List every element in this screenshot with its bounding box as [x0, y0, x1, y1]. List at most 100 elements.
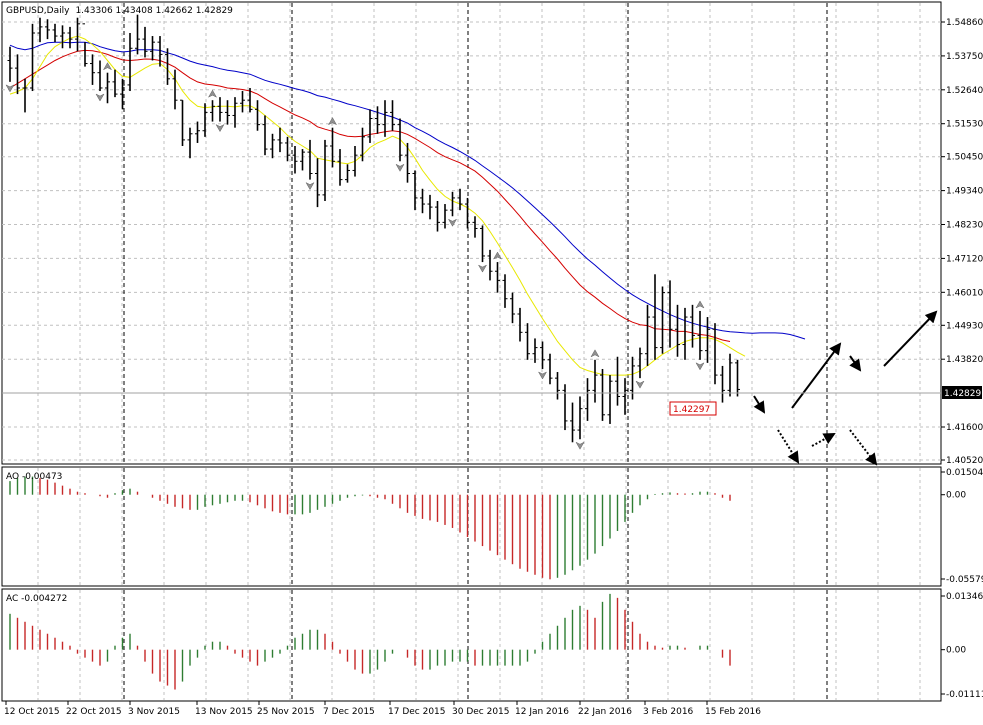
ohlc-bar [240, 91, 245, 113]
ao-title: AO -0.00473 [6, 472, 62, 482]
ohlc-bar [255, 100, 260, 131]
ao-separators [37, 468, 921, 585]
ohlc-bar [352, 146, 358, 177]
ohlc-bar [660, 286, 665, 354]
time-tick-label: 3 Feb 2016 [643, 707, 694, 717]
time-tick-label: 22 Oct 2015 [66, 707, 122, 717]
ohlc-bar [600, 368, 605, 421]
fractal-down-marker [95, 93, 105, 102]
ohlc-bar [157, 36, 163, 67]
forecast-arrow-up-2 [883, 310, 938, 367]
fractal-down-marker [215, 123, 225, 133]
ao-tick-label: 0.00 [946, 491, 966, 501]
ohlc-bar [690, 304, 695, 348]
ohlc-bar [547, 353, 553, 385]
ohlc-bar [705, 317, 710, 363]
time-tick-label: 12 Jan 2016 [515, 707, 569, 717]
ohlc-bar [442, 204, 448, 229]
time-tick-label: 22 Jan 2016 [578, 707, 632, 717]
price-tick-label: 1.43820 [946, 355, 983, 365]
ac-title: AC -0.004272 [6, 594, 67, 604]
ohlc-bar [112, 69, 118, 98]
price-tick-label: 1.51530 [946, 120, 983, 130]
ohlc-bar [150, 36, 155, 61]
fractal-down-marker [477, 264, 488, 273]
price-tick-label: 1.49340 [946, 187, 983, 197]
ohlc-bar [120, 78, 125, 110]
ac-tick-label: -0.011119 [946, 690, 983, 700]
ohlc-bar [105, 72, 110, 104]
forecast-arrow-up-1 [791, 342, 842, 409]
ohlc-bar [202, 103, 208, 137]
time-tick-label: 3 Nov 2015 [128, 707, 180, 717]
ohlc-bar [337, 149, 343, 186]
ao-panel-frame [1, 466, 942, 587]
ohlc-bar [247, 87, 253, 113]
ohlc-bar [30, 23, 35, 92]
ohlc-bar [360, 127, 365, 162]
ohlc-bar [292, 146, 298, 174]
ohlc-bar [645, 304, 650, 366]
ohlc-bar [667, 280, 673, 348]
ohlc-bar [330, 127, 335, 168]
ohlc-bar [540, 341, 545, 369]
ohlc-bar [517, 307, 523, 342]
forecast-arrows [753, 310, 938, 466]
ac-histogram [9, 593, 731, 690]
ohlc-bar [60, 25, 65, 49]
ohlc-bar [217, 97, 223, 122]
time-tick-label: 17 Dec 2015 [388, 707, 446, 717]
ohlc-bar [562, 384, 568, 431]
ohlc-bar [577, 396, 583, 440]
ohlc-bar [480, 225, 485, 263]
price-tick-label: 1.48230 [946, 221, 983, 231]
ohlc-bar [382, 100, 388, 137]
fractal-up-marker [590, 349, 600, 358]
ohlc-bar [285, 136, 290, 162]
ohlc-bar [82, 23, 88, 67]
ohlc-bar [270, 133, 275, 159]
price-tick-label: 1.41600 [946, 423, 983, 433]
ohlc-bar [37, 17, 43, 43]
ohlc-bar [187, 127, 193, 159]
fractal-markers [5, 62, 705, 450]
ao-tick-label: -0.05579 [946, 575, 983, 585]
ohlc-bar [7, 46, 13, 82]
ohlc-bar [15, 54, 20, 95]
ohlc-bar [307, 139, 313, 180]
fractal-down-marker [5, 84, 15, 93]
price-panel[interactable]: 1.54860 1.53750 1.52640 1.51530 1.50450 1.493… [1, 1, 983, 466]
ohlc-bar [525, 323, 530, 360]
ac-panel[interactable]: 0.013466 0.00 -0.011119 AC -0.004272 [1, 588, 983, 702]
time-tick-label: 25 Nov 2015 [257, 707, 315, 717]
ohlc-bar [180, 99, 185, 147]
fractal-up-marker [492, 251, 503, 260]
current-price-box [942, 386, 982, 399]
ac-panel-frame [1, 588, 942, 702]
current-price-tag: 1.42829 [942, 386, 982, 399]
ohlc-bar [300, 149, 305, 171]
time-tick-label: 30 Dec 2015 [452, 707, 510, 717]
ohlc-bar [97, 60, 103, 92]
ao-panel[interactable]: 0.01504 0.00 -0.05579 AO -0.00473 [1, 466, 983, 587]
fractal-up-marker [695, 300, 705, 309]
price-tick-label: 1.47120 [946, 254, 983, 264]
ohlc-bar [172, 69, 178, 110]
ohlc-bar [570, 402, 575, 443]
price-tick-label: 1.46010 [946, 288, 983, 298]
time-tick-label: 15 Feb 2016 [705, 707, 761, 717]
ohlc-bar [345, 164, 350, 183]
ao-tick-label: 0.01504 [946, 468, 983, 478]
forecast-arrow-up-dotted [811, 433, 836, 447]
chart-symbol-label: GBPUSD,Daily 1.43306 1.43408 1.42662 1.42… [6, 6, 233, 16]
price-tick-label: 1.52640 [946, 86, 983, 96]
ohlc-bar [585, 378, 590, 421]
ohlc-bar [195, 121, 200, 143]
ohlc-bar [67, 26, 73, 49]
low-price-box [669, 401, 717, 416]
forecast-arrow-down-1 [753, 395, 766, 414]
price-tick-label: 1.50450 [946, 153, 983, 163]
ohlc-bar [427, 194, 433, 220]
ohlc-bar [225, 100, 230, 125]
